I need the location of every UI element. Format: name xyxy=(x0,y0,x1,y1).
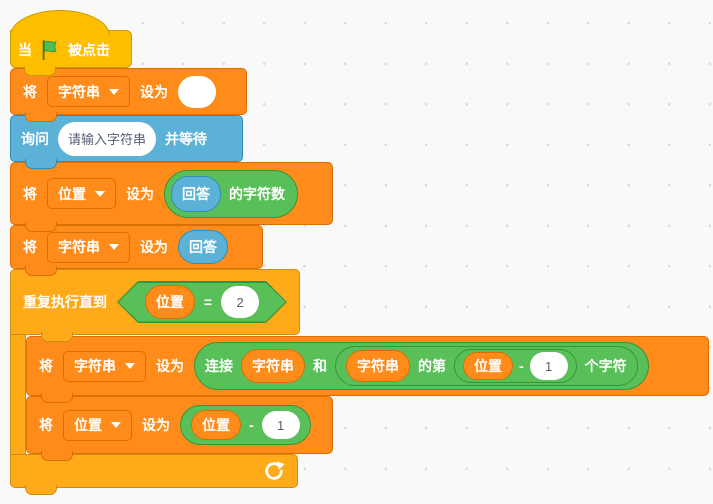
dropdown-arrow-icon xyxy=(109,88,119,95)
set-label: 将 xyxy=(39,417,53,433)
block-ask-and-wait[interactable]: 询问 请输入字符串 并等待 xyxy=(10,115,243,169)
clicked-label: 被点击 xyxy=(68,42,110,58)
dropdown-value: 位置 xyxy=(58,185,86,202)
dropdown-value: 字符串 xyxy=(58,83,100,100)
block-tab xyxy=(41,393,73,403)
variable-pos-reporter[interactable]: 位置 xyxy=(144,285,195,319)
variable-pos-reporter[interactable]: 位置 xyxy=(191,410,241,440)
block-tab xyxy=(25,159,57,169)
block-tab xyxy=(25,222,57,232)
equals-label: = xyxy=(203,294,213,310)
equals-condition-block[interactable]: 位置 = 2 xyxy=(117,281,287,323)
variable-label: 字符串 xyxy=(252,358,294,374)
variable-string-reporter[interactable]: 字符串 xyxy=(346,350,410,382)
hat-content: 当 被点击 xyxy=(10,32,132,68)
set-label: 将 xyxy=(39,358,53,374)
value-input[interactable]: 2 xyxy=(221,286,260,318)
to-label: 设为 xyxy=(142,417,170,433)
answer-reporter[interactable]: 回答 xyxy=(171,175,221,212)
join-block[interactable]: 连接 字符串 和 字符串 的第 位置 - 1 个字 xyxy=(194,342,649,390)
repeat-until-label: 重复执行直到 xyxy=(23,294,107,310)
variable-dropdown-string[interactable]: 字符串 xyxy=(47,231,130,263)
dropdown-arrow-icon xyxy=(125,363,135,369)
dropdown-arrow-icon xyxy=(95,190,105,197)
letter-mid-label: 的第 xyxy=(418,358,446,374)
dropdown-value: 字符串 xyxy=(74,358,116,374)
question-text: 请输入字符串 xyxy=(68,132,147,147)
length-of-label: 的字符数 xyxy=(229,185,285,202)
question-input[interactable]: 请输入字符串 xyxy=(58,121,157,156)
variable-dropdown-string[interactable]: 字符串 xyxy=(63,350,146,382)
variable-pos-reporter[interactable]: 位置 xyxy=(463,352,513,380)
loop-arrow-icon xyxy=(265,461,285,480)
subtract-block[interactable]: 位置 - 1 xyxy=(454,349,577,383)
and-wait-label: 并等待 xyxy=(165,130,208,147)
set-label: 将 xyxy=(23,239,37,255)
block-tab xyxy=(24,66,56,76)
block-set-string-join[interactable]: 将 字符串 设为 连接 字符串 和 字符串 的第 位置 - xyxy=(26,336,709,403)
value-text: 1 xyxy=(545,358,553,374)
to-label: 设为 xyxy=(140,83,168,100)
when-label: 当 xyxy=(18,42,32,58)
block-tab xyxy=(41,451,73,461)
value-input[interactable]: 1 xyxy=(529,352,568,380)
to-label: 设为 xyxy=(126,185,154,202)
block-tab xyxy=(25,112,57,122)
letter-of-block[interactable]: 字符串 的第 位置 - 1 个字符 xyxy=(335,346,638,386)
block-repeat-until-header[interactable]: 重复执行直到 位置 = 2 xyxy=(10,269,300,342)
variable-string-reporter[interactable]: 字符串 xyxy=(241,349,305,383)
hexagon-content: 位置 = 2 xyxy=(117,281,287,323)
block-tab xyxy=(25,485,57,495)
answer-label: 回答 xyxy=(182,185,210,202)
minus-label: - xyxy=(249,417,254,433)
letter-suffix-label: 个字符 xyxy=(584,358,627,374)
join-label: 连接 xyxy=(205,358,233,374)
length-of-block[interactable]: 回答 的字符数 xyxy=(164,169,298,218)
block-set-pos-minus[interactable]: 将 位置 设为 位置 - 1 xyxy=(26,396,333,461)
block-set-string-answer[interactable]: 将 字符串 设为 回答 xyxy=(10,225,263,276)
variable-label: 位置 xyxy=(155,294,184,310)
variable-dropdown-pos[interactable]: 位置 xyxy=(47,178,116,209)
variable-dropdown-string[interactable]: 字符串 xyxy=(47,76,130,107)
block-set-pos-length[interactable]: 将 位置 设为 回答 的字符数 xyxy=(10,162,333,232)
answer-reporter[interactable]: 回答 xyxy=(178,230,228,264)
block-tab xyxy=(41,332,73,342)
dropdown-value: 位置 xyxy=(74,417,102,433)
set-label: 将 xyxy=(23,83,37,100)
block-when-flag-clicked[interactable]: 当 被点击 xyxy=(10,10,132,76)
set-label: 将 xyxy=(23,185,37,202)
dropdown-arrow-icon xyxy=(111,422,121,428)
block-tab xyxy=(25,266,57,276)
value-input[interactable]: 1 xyxy=(261,411,300,439)
value-input[interactable] xyxy=(178,75,216,108)
repeat-until-wall xyxy=(10,335,26,455)
subtract-block[interactable]: 位置 - 1 xyxy=(180,405,311,445)
to-label: 设为 xyxy=(140,239,168,255)
variable-label: 字符串 xyxy=(357,358,399,374)
answer-label: 回答 xyxy=(189,239,217,255)
dropdown-arrow-icon xyxy=(109,244,119,250)
to-label: 设为 xyxy=(156,358,184,374)
minus-label: - xyxy=(519,358,524,374)
value-text: 1 xyxy=(277,417,285,433)
green-flag-icon xyxy=(42,39,57,61)
variable-label: 位置 xyxy=(202,417,230,433)
variable-label: 位置 xyxy=(474,358,502,374)
variable-dropdown-pos[interactable]: 位置 xyxy=(63,409,132,441)
ask-label: 询问 xyxy=(21,130,49,147)
dropdown-value: 字符串 xyxy=(58,239,100,255)
and-label: 和 xyxy=(313,358,327,374)
value-text: 2 xyxy=(236,294,244,310)
